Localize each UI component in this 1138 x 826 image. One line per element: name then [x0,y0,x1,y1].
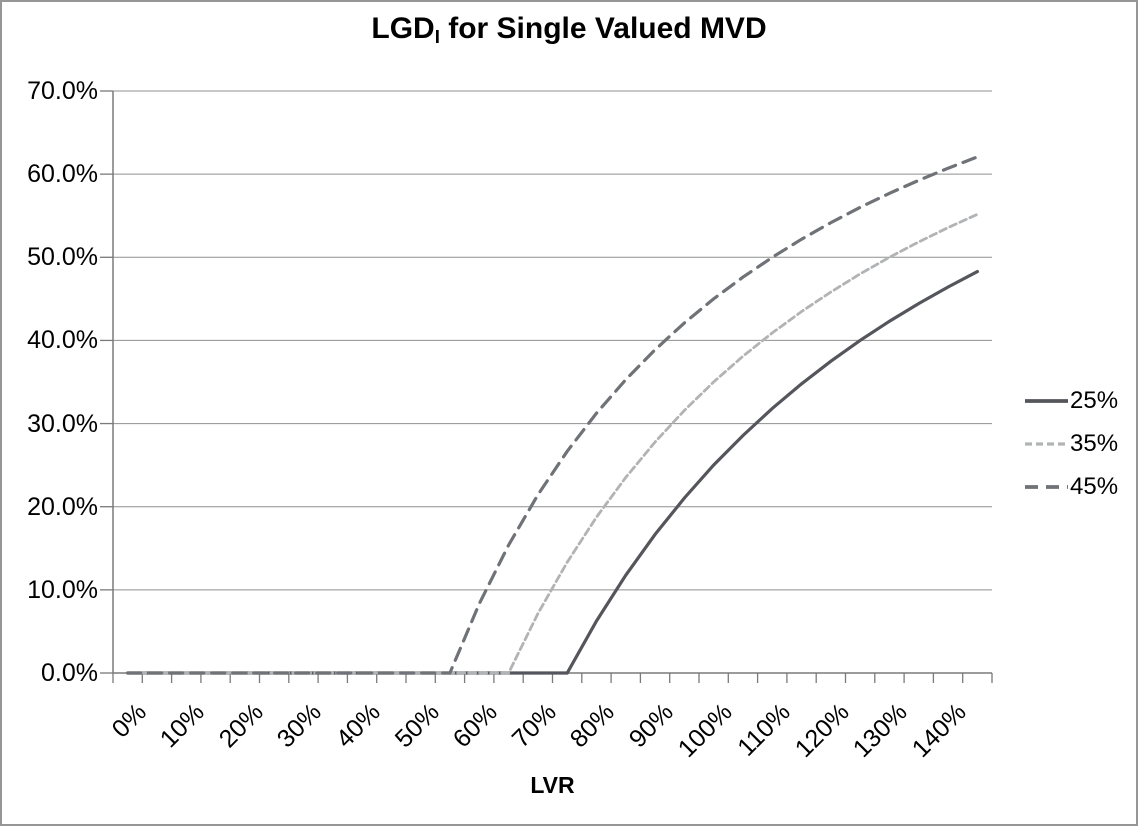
y-tick-label: 40.0% [27,326,98,355]
series-line-35% [126,212,979,675]
y-tick-label: 70.0% [27,77,98,105]
y-tick-label: 20.0% [27,492,98,521]
x-axis-title-text: LVR [530,772,575,798]
y-tick-label: 10.0% [27,575,98,604]
legend-label: 35% [1070,430,1119,457]
chart-title-subscript: I [434,26,440,48]
x-axis-title: LVR [113,772,992,799]
y-tick-label: 0.0% [41,659,98,687]
chart-title: LGDI for Single Valued MVD [0,12,1138,48]
legend-item-35%: 35% [1025,429,1118,459]
legend-item-45%: 45% [1025,472,1118,502]
legend-label: 25% [1070,387,1119,414]
legend-label: 45% [1070,473,1119,500]
legend-line-sample [1025,399,1068,403]
legend: 25% 35% 45% [1025,386,1118,515]
series-line-45% [126,155,980,675]
legend-line-sample [1025,485,1068,489]
chart-title-prefix: LGD [371,12,435,45]
y-tick-label: 30.0% [27,409,98,438]
chart-title-suffix: for Single Valued MVD [439,12,767,45]
y-tick-label: 50.0% [27,243,98,272]
series-line-25% [126,270,980,675]
legend-item-25%: 25% [1025,386,1118,416]
legend-line-sample [1025,442,1068,446]
y-tick-label: 60.0% [27,160,98,189]
